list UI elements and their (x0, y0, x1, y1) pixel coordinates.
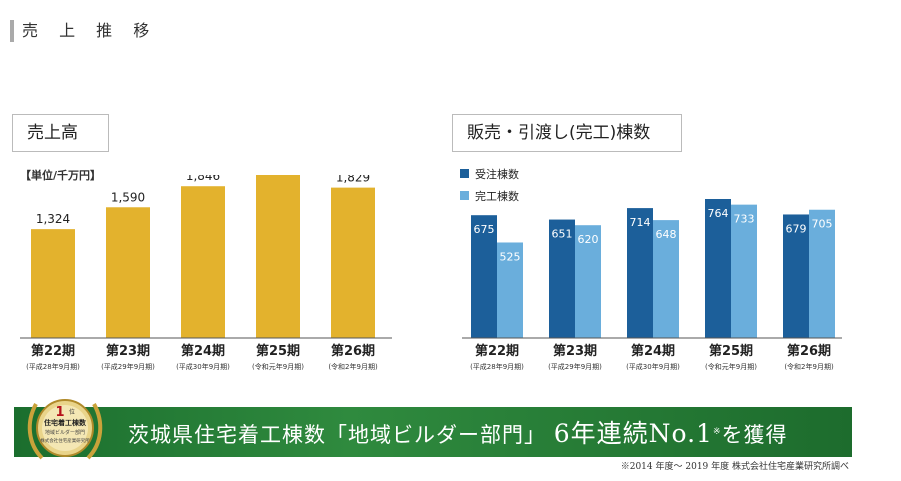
units-bar-完工棟数-第24期 (653, 220, 679, 338)
units-value-label: 733 (734, 213, 755, 226)
badge-rank: 1 (55, 405, 64, 420)
units-value-label: 705 (812, 218, 833, 231)
badge-title: 住宅着工棟数 (44, 418, 87, 427)
banner-no1: No.1 (648, 419, 713, 448)
sales-value-label: 1,324 (36, 212, 70, 226)
units-subcategory-label: (平成29年9月期) (548, 362, 602, 371)
units-value-label: 764 (708, 207, 729, 220)
sales-bar-第25期 (256, 175, 300, 338)
banner-main: 茨城県住宅着工棟数「地域ビルダー部門」 (128, 423, 546, 447)
units-bar-完工棟数-第23期 (575, 225, 601, 338)
sales-category-label: 第22期 (31, 343, 75, 359)
units-bar-受注棟数-第25期 (705, 199, 731, 338)
sales-value-label: 1,590 (111, 190, 145, 204)
units-subcategory-label: (平成28年9月期) (470, 362, 524, 371)
sales-value-label: 1,846 (186, 175, 220, 183)
sales-subcategory-label: (平成29年9月期) (101, 362, 155, 371)
sales-bar-第26期 (331, 187, 375, 338)
badge-sub: 地域ビルダー部門 (45, 429, 85, 436)
units-category-label: 第24期 (631, 343, 675, 359)
units-category-label: 第23期 (553, 343, 597, 359)
sales-value-label: 1,829 (336, 175, 370, 185)
footnote: ※2014 年度～ 2019 年度 株式会社住宅産業研究所調べ (620, 462, 849, 472)
units-bar-完工棟数-第25期 (731, 204, 757, 338)
sales-subcategory-label: (平成30年9月期) (176, 362, 230, 371)
units-category-label: 第25期 (709, 343, 753, 359)
banner-end: を獲得 (721, 423, 788, 447)
units-value-label: 648 (656, 228, 677, 241)
units-value-label: 525 (500, 250, 521, 263)
section-title: 売 上 推 移 (10, 20, 157, 42)
units-bar-受注棟数-第24期 (627, 208, 653, 338)
award-badge: 1 位 住宅着工棟数 地域ビルダー部門 株式会社住宅産業研究所 (27, 399, 103, 460)
sales-chart: 1,324 第22期 (平成28年9月期) 1,590 第23期 (平成29年9月期) 1,… (20, 175, 392, 371)
units-bar-受注棟数-第22期 (471, 215, 497, 338)
sales-subcategory-label: (令和2年9月期) (328, 362, 378, 371)
banner-note-mark: ※ (712, 427, 722, 437)
sales-bar-第24期 (181, 186, 225, 338)
units-subcategory-label: (令和2年9月期) (784, 362, 834, 371)
sales-category-label: 第26期 (331, 343, 375, 359)
laurel-right-icon (86, 403, 103, 460)
units-chart-title: 販売・引渡し(完工)棟数 (452, 114, 682, 152)
sales-unit-label: 【単位/千万円】 (20, 169, 102, 182)
units-category-label: 第26期 (787, 343, 831, 359)
sales-category-label: 第24期 (181, 343, 225, 359)
sales-category-label: 第23期 (106, 343, 150, 359)
units-subcategory-label: (令和元年9月期) (705, 362, 757, 371)
units-value-label: 675 (474, 223, 495, 236)
units-value-label: 651 (552, 228, 573, 241)
sales-category-label: 第25期 (256, 343, 300, 359)
legend-label: 完工棟数 (475, 189, 519, 203)
badge-org: 株式会社住宅産業研究所 (40, 437, 90, 444)
banner-years: 6年連続 (553, 419, 649, 448)
units-value-label: 714 (630, 216, 651, 229)
award-banner (14, 407, 852, 457)
units-bar-完工棟数-第26期 (809, 209, 835, 338)
sales-bar-第23期 (106, 207, 150, 338)
units-bar-完工棟数-第22期 (497, 242, 523, 338)
units-bar-受注棟数-第26期 (783, 214, 809, 338)
legend-swatch-完工棟数 (460, 191, 469, 200)
units-subcategory-label: (平成30年9月期) (626, 362, 680, 371)
units-value-label: 620 (578, 233, 599, 246)
legend-swatch-受注棟数 (460, 169, 469, 178)
legend-label: 受注棟数 (475, 167, 519, 181)
sales-chart-title: 売上高 (12, 114, 109, 152)
sales-subcategory-label: (平成28年9月期) (26, 362, 80, 371)
sales-subcategory-label: (令和元年9月期) (252, 362, 304, 371)
sales-bar-第22期 (31, 229, 75, 338)
units-value-label: 679 (786, 222, 807, 235)
laurel-left-icon (27, 403, 44, 460)
units-bar-受注棟数-第23期 (549, 219, 575, 338)
badge-rank-suffix: 位 (69, 408, 75, 416)
units-category-label: 第22期 (475, 343, 519, 359)
award-banner-text: 茨城県住宅着工棟数「地域ビルダー部門」 6年連続No.1※を獲得 (128, 407, 787, 457)
